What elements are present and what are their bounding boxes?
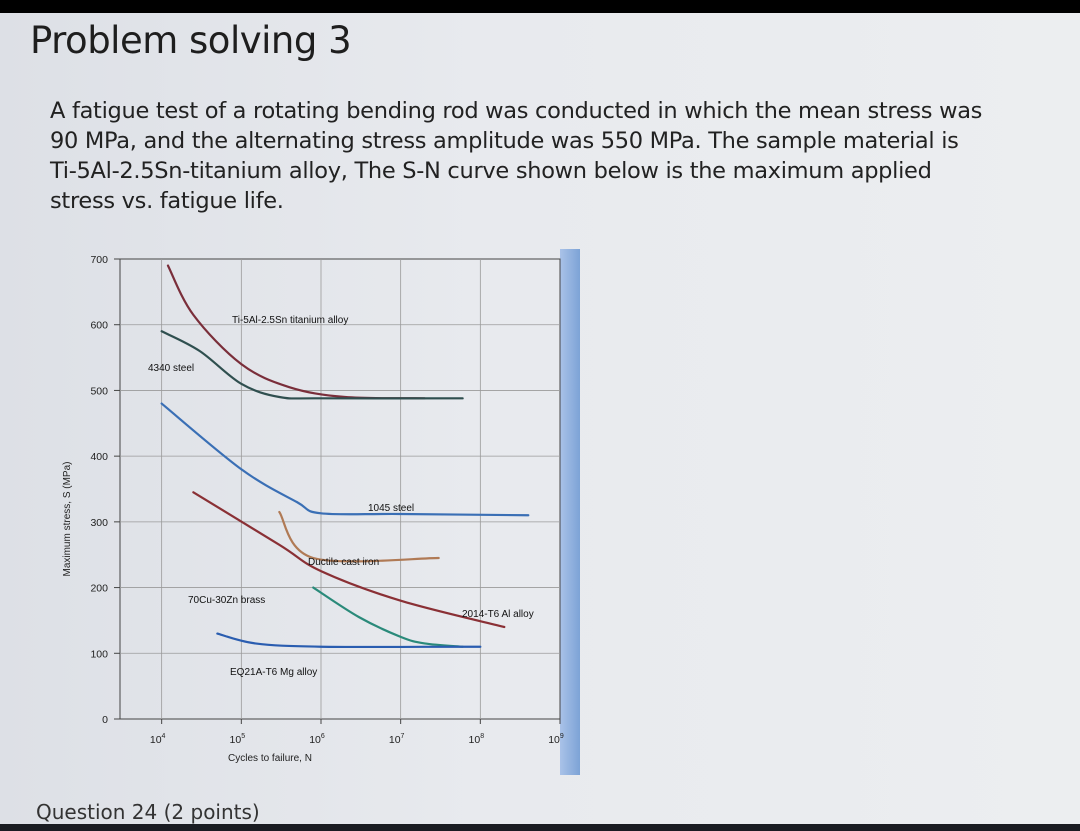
y-axis-title: Maximum stress, S (MPa) [62,461,73,576]
x-tick-label: 105 [230,733,246,746]
series-label-ductile-cast-iron: Ductile cast iron [308,557,379,568]
chart-labels: Cycles to failure, N Maximum stress, S (M… [62,315,534,764]
series-line-4340-steel [160,330,464,400]
question-label: Question 24 (2 points) [36,800,260,824]
series-line-ductile-cast-iron [278,510,440,563]
chart-ticks: 0 100 200 300 400 500 600 700 104 105 106 107 108 109 [90,254,563,746]
top-bar [0,0,1080,13]
series-label-ti-5al-2-5sn-titanium-alloy: Ti-5Al-2.5Sn titanium alloy [232,315,348,326]
x-tick-label: 108 [469,733,485,746]
series-label-1045-steel: 1045 steel [368,503,414,514]
series-label-70cu-30zn-brass: 70Cu-30Zn brass [188,595,265,606]
series-line-1045-steel [160,402,530,517]
bottom-bar [0,824,1080,831]
y-tick-label: 100 [90,648,108,660]
series-line-ti-5al-2-5sn-titanium-alloy [166,264,426,400]
y-tick-label: 400 [90,451,108,463]
x-tick-label: 104 [150,733,166,746]
y-tick-label: 700 [90,254,108,266]
series-line-70cu-30zn-brass [312,586,464,648]
chart-series [160,264,530,649]
x-tick-label: 109 [548,733,564,746]
y-tick-label: 300 [90,517,108,529]
series-line-eq21a-t6-mg-alloy [216,632,482,649]
y-tick-label: 500 [90,385,108,397]
series-label-2014-t6-al-alloy: 2014-T6 Al alloy [462,609,534,620]
series-line-2014-t6-al-alloy [192,491,506,629]
sn-curve-figure: 0 100 200 300 400 500 600 700 104 105 106 107 108 109… [0,245,600,785]
series-label-4340-steel: 4340 steel [148,363,194,374]
figure-edge-highlight [560,249,580,775]
chart-grid [119,258,561,720]
x-tick-label: 107 [389,733,405,746]
x-axis-title: Cycles to failure, N [228,753,312,764]
series-label-eq21a-t6-mg-alloy: EQ21A-T6 Mg alloy [230,667,317,678]
y-tick-label: 200 [90,583,108,595]
page-title: Problem solving 3 [30,19,352,62]
y-tick-label: 0 [102,714,108,726]
plot-frame [119,258,561,720]
y-tick-label: 600 [90,320,108,332]
sn-chart: 0 100 200 300 400 500 600 700 104 105 106 107 108 109… [62,249,580,775]
problem-statement: A fatigue test of a rotating bending rod… [50,98,983,214]
x-tick-label: 106 [309,733,325,746]
